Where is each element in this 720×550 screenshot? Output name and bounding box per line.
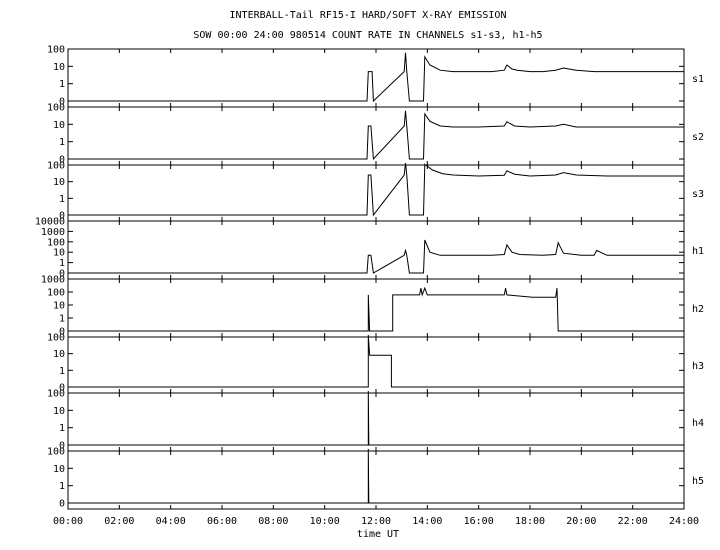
y-tick-label: 1 — [59, 194, 65, 205]
x-tick-label: 10:00 — [310, 516, 340, 527]
y-tick-label: 10 — [53, 406, 65, 417]
y-tick-label: 1000 — [41, 275, 65, 286]
panel-frame — [67, 392, 685, 452]
y-tick-label: 0 — [59, 97, 65, 108]
x-tick-label: 12:00 — [361, 516, 391, 527]
y-tick-label: 0 — [59, 327, 65, 338]
x-tick-label: 14:00 — [412, 516, 442, 527]
channel-label: h3 — [692, 361, 704, 372]
chart-title: INTERBALL-Tail RF15-I HARD/SOFT X-RAY EM… — [230, 10, 507, 21]
y-tick-label: 0 — [59, 383, 65, 394]
channel-label: s2 — [692, 132, 704, 143]
panel-frame — [67, 450, 685, 510]
x-tick-label: 00:00 — [53, 516, 83, 527]
x-tick-label: 16:00 — [464, 516, 494, 527]
series-line-s2 — [68, 110, 684, 161]
channel-label: s3 — [692, 189, 704, 200]
y-tick-label: 10 — [53, 177, 65, 188]
y-tick-label: 10 — [53, 120, 65, 131]
series-line-h2 — [68, 286, 684, 332]
y-tick-label: 10 — [53, 349, 65, 360]
y-tick-label: 1 — [59, 258, 65, 269]
x-tick-label: 20:00 — [566, 516, 596, 527]
channel-label: h2 — [692, 304, 704, 315]
y-tick-label: 1 — [59, 366, 65, 377]
y-tick-label: 10 — [53, 248, 65, 259]
y-tick-label: 10000 — [35, 217, 65, 228]
y-tick-label: 1 — [59, 137, 65, 148]
y-tick-label: 1 — [59, 314, 65, 325]
y-tick-label: 10 — [53, 464, 65, 475]
panel-frame — [67, 278, 685, 338]
x-tick-label: 24:00 — [669, 516, 699, 527]
panel-frame — [67, 220, 685, 280]
y-tick-label: 100 — [47, 288, 65, 299]
y-tick-label: 1000 — [41, 227, 65, 238]
y-tick-label: 1 — [59, 481, 65, 492]
y-tick-label: 0 — [59, 441, 65, 452]
y-tick-label: 100 — [47, 161, 65, 172]
panel-frame — [67, 336, 685, 394]
y-tick-label: 100 — [47, 103, 65, 114]
y-tick-label: 0 — [59, 269, 65, 280]
series-line-h5 — [68, 448, 684, 504]
y-tick-label: 100 — [47, 389, 65, 400]
series-line-h1 — [68, 239, 684, 274]
panel-frame — [67, 164, 685, 222]
channel-label: h5 — [692, 476, 704, 487]
y-tick-label: 0 — [59, 499, 65, 510]
y-tick-label: 100 — [47, 237, 65, 248]
x-tick-label: 08:00 — [258, 516, 288, 527]
x-axis: 00:00 02:00 04:00 06:00 08:00 10:00 12:00 14:00… — [53, 49, 699, 527]
series-line-s3 — [68, 162, 684, 217]
series-line-s1 — [68, 52, 684, 103]
x-axis-label: time UT — [357, 529, 399, 540]
channel-label: s1 — [692, 74, 704, 85]
channel-label: h1 — [692, 246, 704, 257]
y-tick-label: 1 — [59, 79, 65, 90]
y-tick-label: 10 — [53, 301, 65, 312]
x-tick-label: 02:00 — [104, 516, 134, 527]
y-tick-label: 0 — [59, 211, 65, 222]
y-tick-label: 10 — [53, 62, 65, 73]
y-tick-label: 100 — [47, 447, 65, 458]
channel-label: h4 — [692, 418, 704, 429]
x-tick-label: 06:00 — [207, 516, 237, 527]
x-tick-label: 04:00 — [156, 516, 186, 527]
chart-subtitle: SOW 00:00 24:00 980514 COUNT RATE IN CHA… — [193, 30, 542, 41]
series-line-h3 — [68, 334, 684, 388]
y-tick-label: 1 — [59, 423, 65, 434]
panels: 1001010s11001010s21001010s31000010001001… — [35, 45, 704, 510]
y-tick-label: 0 — [59, 155, 65, 166]
series-line-h4 — [68, 390, 684, 446]
x-tick-label: 22:00 — [618, 516, 648, 527]
y-tick-label: 100 — [47, 45, 65, 56]
y-tick-label: 100 — [47, 333, 65, 344]
x-tick-label: 18:00 — [515, 516, 545, 527]
